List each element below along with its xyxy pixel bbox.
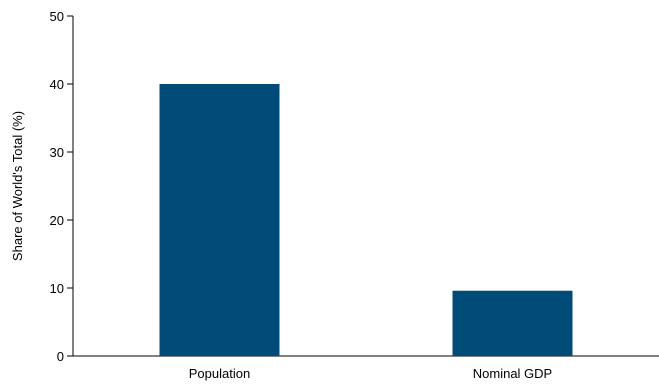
plot-area: 0 10 20 30 40 50 Population Nominal GDP bbox=[50, 9, 659, 381]
x-axis-tick-labels: Population Nominal GDP bbox=[189, 366, 552, 381]
y-axis-title: Share of World's Total (%) bbox=[10, 111, 25, 261]
bar-nominal-gdp bbox=[452, 290, 573, 356]
y-tick-label: 30 bbox=[50, 145, 64, 160]
bars bbox=[159, 84, 573, 356]
y-tick-label: 50 bbox=[50, 9, 64, 24]
x-tick-label: Nominal GDP bbox=[473, 366, 552, 381]
bar-population bbox=[159, 84, 280, 356]
y-tick-label: 10 bbox=[50, 281, 64, 296]
y-tick-label: 40 bbox=[50, 77, 64, 92]
y-tick-label: 0 bbox=[57, 349, 64, 364]
y-axis-ticks: 0 10 20 30 40 50 bbox=[50, 9, 73, 364]
y-tick-label: 20 bbox=[50, 213, 64, 228]
x-tick-label: Population bbox=[189, 366, 250, 381]
